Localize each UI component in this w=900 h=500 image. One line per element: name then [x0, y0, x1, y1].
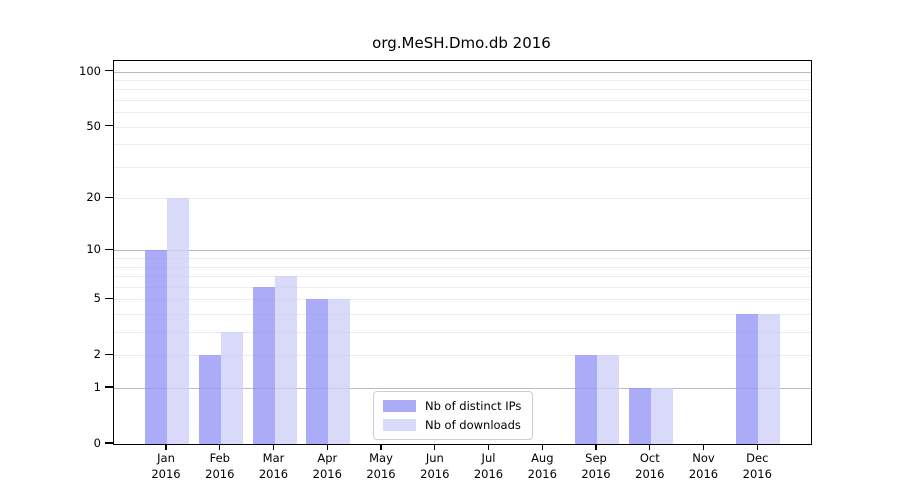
- legend-swatch-downloads-icon: [383, 419, 416, 431]
- chart-title: org.MeSH.Dmo.db 2016: [372, 34, 551, 52]
- x-tick-label: Oct 2016: [635, 451, 665, 481]
- x-tick-label: Apr 2016: [312, 451, 342, 481]
- y-tick-mark: [105, 248, 113, 251]
- minor-gridline: [114, 112, 811, 114]
- x-tick-mark: [165, 444, 167, 450]
- minor-gridline: [114, 355, 811, 357]
- x-tick-label: May 2016: [366, 451, 396, 481]
- x-tick-label: Dec 2016: [742, 451, 772, 481]
- y-tick-mark: [105, 124, 113, 127]
- y-tick-mark: [105, 386, 113, 388]
- bar-downloads: [274, 276, 297, 444]
- minor-gridline: [114, 314, 811, 316]
- x-tick-label: Feb 2016: [205, 451, 235, 481]
- x-tick-mark: [326, 444, 328, 450]
- x-tick-label: Jul 2016: [473, 451, 504, 481]
- bar-distinct-ips: [575, 355, 597, 444]
- legend: Nb of distinct IPs Nb of downloads: [373, 391, 534, 440]
- y-tick-mark: [105, 442, 113, 444]
- y-tick-label: 10: [86, 242, 101, 257]
- major-gridline: [114, 388, 811, 390]
- y-tick-label: 20: [86, 190, 101, 205]
- bar-downloads: [167, 198, 189, 444]
- minor-gridline: [114, 89, 811, 91]
- x-tick-label: Jun 2016: [420, 451, 450, 481]
- y-tick-label: 1: [93, 380, 101, 395]
- x-tick-label: Mar 2016: [258, 451, 289, 481]
- minor-gridline: [114, 198, 811, 200]
- minor-gridline: [114, 144, 811, 146]
- minor-gridline: [114, 299, 811, 301]
- bar-downloads: [328, 299, 351, 444]
- x-tick-label: Sep 2016: [581, 451, 611, 481]
- bar-distinct-ips: [252, 286, 275, 444]
- minor-gridline: [114, 258, 811, 260]
- bar-downloads: [650, 388, 673, 444]
- x-tick-mark: [756, 444, 758, 450]
- minor-gridline: [114, 126, 811, 128]
- major-gridline: [114, 71, 811, 73]
- minor-gridline: [114, 276, 811, 278]
- minor-gridline: [114, 266, 811, 268]
- y-tick-mark: [105, 297, 113, 300]
- x-tick-mark: [434, 444, 436, 450]
- y-tick-label: 50: [86, 118, 101, 133]
- x-tick-mark: [272, 444, 275, 450]
- bar-distinct-ips: [145, 250, 167, 444]
- legend-item-downloads: Nb of downloads: [383, 418, 521, 432]
- x-tick-mark: [380, 444, 382, 450]
- y-tick-mark: [105, 196, 113, 198]
- bar-distinct-ips: [736, 314, 759, 444]
- x-tick-label: Aug 2016: [527, 451, 557, 481]
- y-tick-mark: [105, 69, 113, 72]
- x-tick-mark: [541, 444, 543, 450]
- minor-gridline: [114, 286, 811, 288]
- bar-downloads: [220, 332, 243, 444]
- x-tick-label: Jan 2016: [151, 451, 181, 481]
- minor-gridline: [114, 166, 811, 168]
- x-tick-mark: [595, 444, 597, 450]
- minor-gridline: [114, 332, 811, 334]
- bar-downloads: [758, 314, 781, 444]
- x-tick-mark: [219, 444, 221, 450]
- x-tick-mark: [487, 444, 490, 450]
- legend-label-downloads: Nb of downloads: [425, 418, 521, 432]
- legend-item-distinct-ips: Nb of distinct IPs: [383, 399, 521, 413]
- y-tick-label: 100: [79, 63, 101, 78]
- y-tick-label: 5: [93, 291, 101, 306]
- x-tick-mark: [702, 444, 705, 450]
- y-tick-mark: [105, 353, 113, 355]
- y-tick-label: 2: [93, 347, 101, 362]
- major-gridline: [114, 250, 811, 252]
- legend-swatch-distinct-ips-icon: [383, 400, 416, 412]
- bar-distinct-ips: [628, 388, 651, 444]
- bar-distinct-ips: [198, 355, 221, 444]
- plot-area: [113, 60, 812, 445]
- bar-distinct-ips: [306, 299, 329, 444]
- x-tick-mark: [649, 444, 651, 450]
- minor-gridline: [114, 79, 811, 81]
- x-tick-label: Nov 2016: [688, 451, 719, 481]
- minor-gridline: [114, 99, 811, 101]
- y-tick-label: 0: [93, 436, 101, 450]
- legend-label-distinct-ips: Nb of distinct IPs: [425, 399, 522, 413]
- bar-downloads: [597, 355, 619, 444]
